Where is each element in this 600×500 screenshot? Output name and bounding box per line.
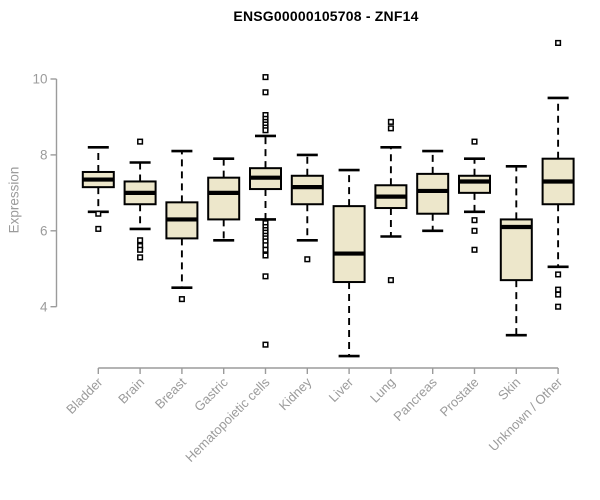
outlier-point [262, 273, 269, 280]
box-liver [332, 168, 366, 358]
x-tick-label: Unknown / Other [486, 374, 566, 454]
outlier-point [137, 254, 144, 261]
chart-title: ENSG00000105708 - ZNF14 [233, 8, 419, 24]
outlier-point [95, 210, 102, 217]
box-pancreas [416, 149, 450, 233]
x-tick-label: Liver [326, 374, 357, 405]
box-breast [165, 149, 199, 303]
outlier-point [262, 89, 269, 96]
outlier-point [262, 252, 269, 259]
box-unknown-other [541, 39, 575, 310]
box-kidney [290, 153, 324, 263]
box-bladder [81, 146, 115, 232]
y-tick-label: 6 [40, 224, 48, 239]
outlier-point [471, 246, 478, 253]
y-axis: 4 6 8 10 [32, 72, 58, 314]
outlier-point [471, 217, 478, 224]
outlier-point [262, 341, 269, 348]
x-tick-label: Breast [152, 374, 189, 411]
x-tick-label: Brain [115, 375, 147, 407]
iqr-box [416, 172, 450, 215]
y-tick-label: 4 [40, 299, 48, 314]
outlier-point [137, 246, 144, 253]
box-prostate [458, 138, 491, 253]
outlier-point [262, 127, 269, 134]
outlier-point [555, 303, 562, 310]
outlier-point [95, 225, 102, 232]
outlier-point [555, 39, 562, 46]
outlier-point [262, 74, 269, 81]
outlier-point [555, 286, 562, 293]
outlier-point [555, 271, 562, 278]
x-tick-label: Prostate [437, 375, 482, 420]
iqr-box [332, 205, 366, 284]
x-tick-label: Pancreas [390, 374, 440, 424]
outlier-point [137, 237, 144, 244]
x-tick-label: Bladder [63, 374, 106, 417]
box-lung [374, 118, 408, 284]
box-hematopoietic-cells [249, 74, 282, 348]
x-tick-label: Skin [495, 375, 523, 403]
box-brain [123, 138, 157, 261]
outlier-point [471, 227, 478, 234]
box-gastric [207, 157, 241, 242]
outlier-point [137, 138, 144, 145]
iqr-box [458, 174, 491, 194]
outlier-point [471, 138, 478, 145]
iqr-box [499, 218, 533, 282]
outlier-point [387, 277, 394, 284]
box-skin [499, 164, 533, 337]
y-tick-label: 8 [40, 148, 48, 163]
y-tick-label: 10 [32, 72, 47, 87]
outlier-point [387, 125, 394, 132]
x-tick-label: Gastric [191, 374, 231, 414]
outlier-point [387, 118, 394, 125]
iqr-box [207, 176, 241, 221]
x-tick-label: Lung [367, 375, 398, 406]
outlier-point [304, 256, 311, 263]
iqr-box [290, 174, 324, 206]
outlier-point [262, 246, 269, 253]
outlier-point [555, 291, 562, 298]
x-tick-label: Kidney [276, 374, 315, 413]
outlier-point [178, 296, 185, 303]
